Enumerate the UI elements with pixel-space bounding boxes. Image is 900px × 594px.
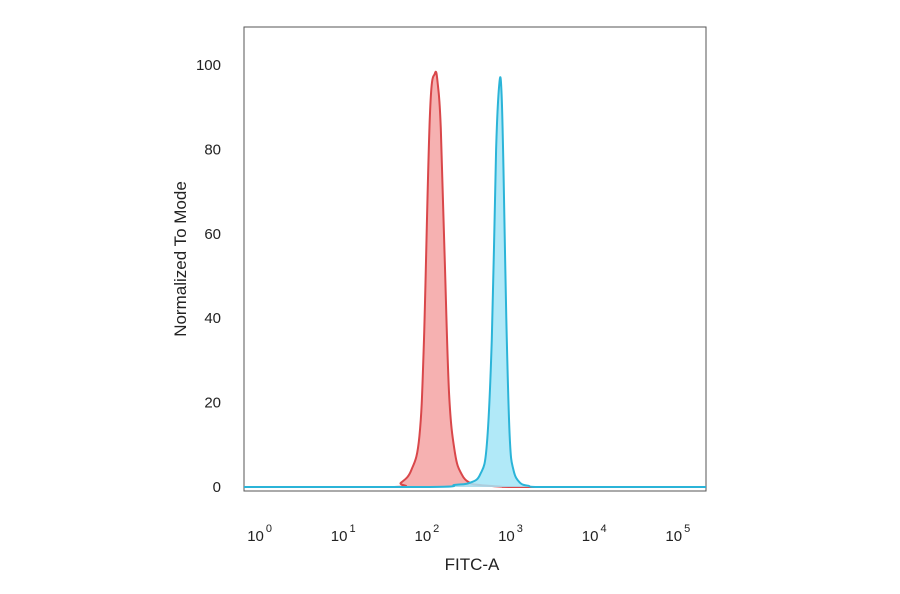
y-tick-label: 40 (204, 310, 221, 327)
x-tick-label: 10 5 (665, 523, 690, 545)
x-tick-label: 10 3 (498, 523, 523, 545)
x-tick-labels: 10 0 10 1 10 2 10 3 10 4 10 5 (247, 523, 690, 545)
y-tick-label: 80 (204, 141, 221, 158)
y-tick-label: 20 (204, 395, 221, 412)
x-tick-label: 10 1 (331, 523, 356, 545)
plot-frame (243, 26, 707, 492)
series-layer (243, 70, 707, 489)
x-tick-label: 10 4 (582, 523, 607, 545)
y-tick-label: 100 (196, 57, 221, 74)
x-tick-label: 10 2 (414, 523, 439, 545)
y-axis-title: Normalized To Mode (171, 181, 190, 337)
y-tick-label: 0 (213, 479, 221, 496)
x-tick-label: 10 0 (247, 523, 272, 545)
series-2-line (243, 76, 707, 489)
x-axis-title: FITC-A (445, 555, 500, 574)
y-tick-labels: 0 20 40 60 80 100 (196, 57, 221, 496)
y-tick-label: 60 (204, 226, 221, 243)
